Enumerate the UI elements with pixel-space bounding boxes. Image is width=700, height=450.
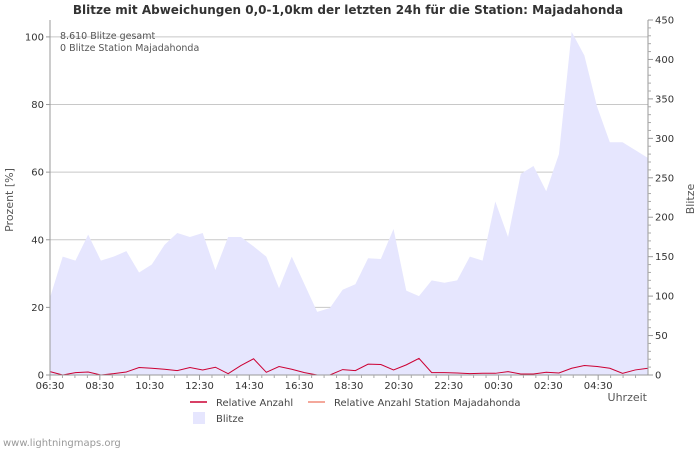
x-tick-label-3: 12:30 bbox=[185, 381, 214, 392]
y2-tick-label-50: 50 bbox=[655, 331, 668, 342]
right-y-axis: 0 50 100 150 200 250 300 350 400 450 bbox=[648, 16, 674, 382]
chart-title: Blitze mit Abweichungen 0,0-1,0km der le… bbox=[73, 3, 623, 17]
station-strikes-note: 0 Blitze Station Majadahonda bbox=[60, 43, 199, 54]
x-tick-label-0: 06:30 bbox=[36, 381, 65, 392]
y-tick-label-40: 40 bbox=[31, 235, 44, 246]
y2-tick-label-400: 400 bbox=[655, 55, 674, 66]
y-axis-label: Prozent [%] bbox=[3, 168, 16, 232]
x-tick-label-7: 20:30 bbox=[384, 381, 413, 392]
legend-label-station: Relative Anzahl Station Majadahonda bbox=[334, 398, 521, 409]
x-tick-label-11: 04:30 bbox=[584, 381, 613, 392]
y2-tick-label-300: 300 bbox=[655, 134, 674, 145]
y2-tick-label-350: 350 bbox=[655, 94, 674, 105]
x-tick-label-6: 18:30 bbox=[335, 381, 364, 392]
y2-tick-label-200: 200 bbox=[655, 213, 674, 224]
y-tick-label-20: 20 bbox=[31, 303, 44, 314]
x-tick-label-5: 16:30 bbox=[285, 381, 314, 392]
x-tick-label-4: 14:30 bbox=[235, 381, 264, 392]
y-tick-label-100: 100 bbox=[25, 32, 44, 43]
legend-label-blitze: Blitze bbox=[216, 414, 244, 425]
series-area-blitze bbox=[50, 31, 648, 376]
legend-swatch-blitze bbox=[193, 412, 205, 424]
y2-tick-label-250: 250 bbox=[655, 173, 674, 184]
x-tick-label-8: 22:30 bbox=[434, 381, 463, 392]
series-line-1 bbox=[49, 357, 649, 376]
total-strikes-note: 8.610 Blitze gesamt bbox=[60, 31, 155, 42]
left-y-axis: 0 20 40 60 80 100 bbox=[25, 32, 50, 382]
x-tick-label-2: 10:30 bbox=[135, 381, 164, 392]
x-tick-label-1: 08:30 bbox=[85, 381, 114, 392]
y2-tick-label-0: 0 bbox=[655, 371, 661, 382]
y2-tick-label-450: 450 bbox=[655, 16, 674, 27]
legend-label-relative: Relative Anzahl bbox=[216, 398, 293, 409]
x-tick-label-9: 00:30 bbox=[484, 381, 513, 392]
x-tick-label-10: 02:30 bbox=[534, 381, 563, 392]
y2-tick-label-150: 150 bbox=[655, 252, 674, 263]
x-axis-label: Uhrzeit bbox=[608, 391, 648, 404]
watermark: www.lightningmaps.org bbox=[3, 438, 121, 449]
y2-tick-label-100: 100 bbox=[655, 292, 674, 303]
y-tick-label-0: 0 bbox=[38, 371, 44, 382]
y-tick-label-60: 60 bbox=[31, 168, 44, 179]
blitze-area-layer bbox=[50, 31, 648, 376]
x-axis: 06:30 08:30 10:30 12:30 14:30 16:30 18:30 20:30… bbox=[36, 375, 637, 392]
legend: Relative Anzahl Relative Anzahl Station … bbox=[190, 398, 521, 425]
y-tick-label-80: 80 bbox=[31, 100, 44, 111]
y2-axis-label: Blitze bbox=[684, 184, 697, 215]
